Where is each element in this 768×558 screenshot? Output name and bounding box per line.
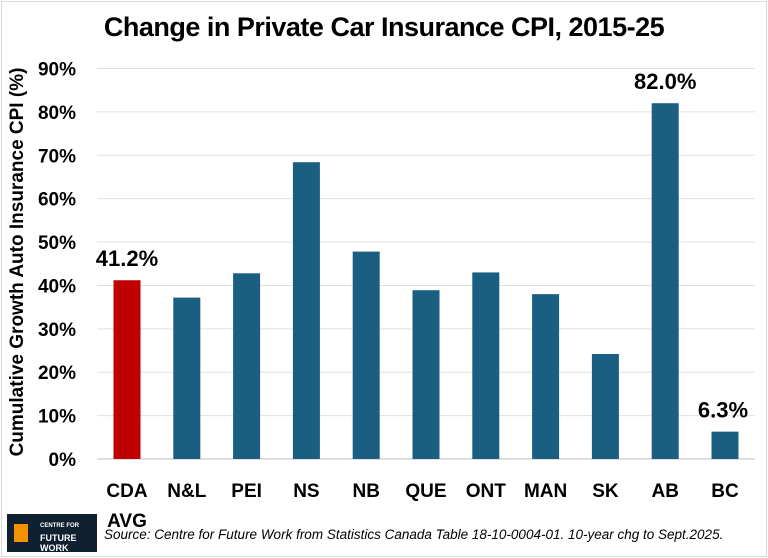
x-tick-label: ONT (466, 481, 507, 502)
data-label: 82.0% (634, 69, 696, 94)
x-tick-label: BC (711, 481, 739, 502)
y-tick-label: 20% (38, 363, 76, 384)
x-tick-label: AB (651, 481, 678, 502)
chart-title: Change in Private Car Insurance CPI, 201… (103, 12, 665, 42)
y-tick-label: 0% (49, 450, 77, 471)
y-tick-label: 70% (38, 146, 76, 167)
x-tick-label: AVG (107, 511, 147, 532)
x-tick-label: NB (352, 481, 379, 502)
bar-nb (352, 251, 380, 459)
x-tick-label: QUE (405, 481, 446, 502)
logo-text-line2: FUTURE WORK (40, 533, 77, 553)
bar-cda-avg (113, 280, 141, 459)
centre-for-future-work-logo: CENTRE FOR FUTURE WORK (7, 514, 97, 553)
y-tick-label: 30% (38, 320, 76, 341)
bar-ns (292, 162, 320, 459)
x-tick-label: PEI (231, 481, 262, 502)
bar-pei (233, 273, 261, 459)
bar-que (412, 290, 440, 459)
bar-bc (711, 431, 739, 459)
source-note: Source: Centre for Future Work from Stat… (104, 527, 724, 542)
y-tick-label: 50% (38, 233, 76, 254)
x-tick-label: SK (592, 481, 619, 502)
y-tick-label: 40% (38, 276, 76, 297)
y-tick-label: 10% (38, 407, 76, 428)
x-tick-label: NS (293, 481, 319, 502)
logo-mark-icon (14, 524, 28, 542)
y-tick-label: 90% (38, 60, 76, 81)
y-tick-label: 80% (38, 103, 76, 124)
y-tick-label: 60% (38, 190, 76, 211)
bar-ab (651, 103, 679, 459)
bar-ont (472, 272, 500, 459)
logo-text-line1: CENTRE FOR (40, 523, 79, 529)
data-label: 6.3% (698, 398, 748, 423)
x-tick-label: CDA (106, 481, 147, 502)
bar-n-l (173, 297, 201, 459)
bar-sk (591, 353, 619, 459)
data-label: 41.2% (96, 246, 158, 271)
x-tick-label: MAN (524, 481, 567, 502)
x-tick-label: N&L (167, 481, 206, 502)
bar-man (532, 294, 560, 459)
